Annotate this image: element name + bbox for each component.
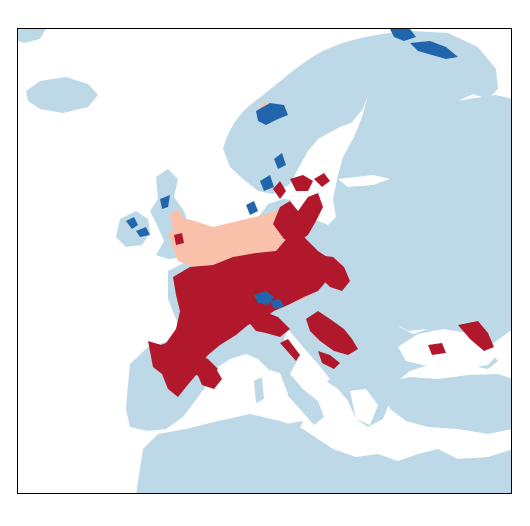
map-frame (17, 28, 512, 494)
red-poland (318, 255, 350, 291)
adriatic-sea (284, 329, 330, 385)
red-iberia-east (196, 365, 222, 389)
salmon-britain (170, 209, 190, 241)
red-britain-edge (174, 233, 184, 245)
red-balkans (306, 311, 358, 355)
red-black-sea-coast (458, 321, 494, 351)
blue-ireland-west (126, 217, 138, 229)
blue-alps-east (270, 299, 284, 309)
tyrrhenian-sea (266, 369, 288, 414)
red-anatolia-coast (428, 343, 446, 355)
blue-scotland (160, 195, 170, 209)
red-balkans-south (318, 351, 340, 369)
aegean-sea (350, 389, 378, 425)
greenland-land (18, 29, 46, 43)
anatolia-land (378, 374, 511, 434)
red-scandinavia-east (273, 181, 286, 199)
north-africa-land (136, 414, 511, 493)
blue-wales (136, 227, 150, 237)
baltic-sea (288, 95, 368, 225)
red-italy-north (246, 311, 290, 337)
blue-netherlands (246, 201, 258, 215)
class-dark-red-areas (148, 173, 494, 397)
red-core-europe (150, 227, 333, 391)
blue-alps (254, 291, 274, 305)
red-baltic-coast (290, 175, 313, 191)
europe-map (18, 29, 511, 493)
red-germany-east (273, 193, 323, 243)
iceland-land (26, 77, 98, 113)
blue-sweden-south (274, 153, 286, 169)
sicily-land (280, 421, 303, 433)
blue-norway-mountains (256, 103, 288, 125)
blue-denmark-west (260, 175, 274, 191)
red-estonia (314, 173, 330, 187)
blue-lapland (410, 41, 458, 59)
gulf-of-finland (338, 175, 390, 187)
ireland-land (116, 211, 150, 247)
sardinia-land (254, 377, 264, 403)
red-italy-coast (280, 339, 300, 361)
red-iberia-north (148, 341, 218, 397)
class-dark-blue-areas (126, 29, 458, 309)
blue-north-scandinavia (390, 29, 416, 41)
